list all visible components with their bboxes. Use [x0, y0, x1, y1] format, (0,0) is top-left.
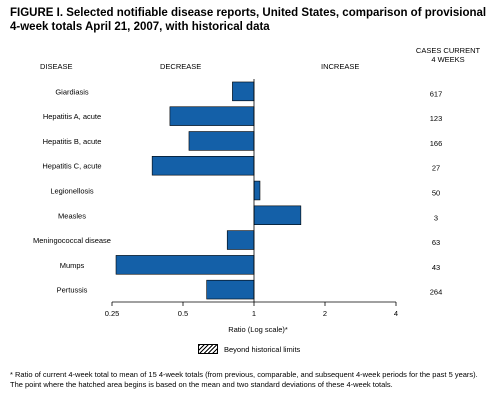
figure-title: FIGURE I. Selected notifiable disease re… — [10, 7, 487, 33]
cases-count: 617 — [430, 89, 443, 98]
cases-count: 27 — [432, 164, 440, 173]
x-tick-label: 4 — [394, 309, 398, 318]
cases-count: 43 — [432, 263, 440, 272]
category-label: Pertussis — [57, 286, 88, 295]
x-axis-label: Ratio (Log scale)* — [228, 325, 288, 334]
category-label: Measles — [58, 211, 86, 220]
data-bar — [188, 131, 255, 151]
ratio-bar-chart: 0.25 0.5 1 2 4 Ratio (Log scale)* Giardiasis 61… — [33, 79, 443, 334]
data-bar — [206, 279, 255, 300]
category-label: Hepatitis C, acute — [42, 162, 101, 171]
cases-count: 123 — [430, 114, 443, 123]
cases-column-header: CASES CURRENT 4 WEEKS — [408, 46, 488, 64]
legend-label: Beyond historical limits — [224, 344, 301, 354]
x-tick-label: 0.5 — [178, 309, 188, 318]
category-label: Meningococcal disease — [33, 236, 111, 245]
x-tick-label: 1 — [252, 309, 256, 318]
data-bar — [151, 156, 255, 176]
data-bar — [253, 205, 302, 225]
disease-column-header: DISEASE — [40, 62, 73, 71]
legend: Beyond historical limits — [198, 343, 300, 355]
cases-count: 63 — [432, 238, 440, 247]
cases-header-line2: 4 WEEKS — [431, 55, 465, 64]
data-bar — [115, 255, 255, 275]
x-tick-label: 0.25 — [105, 309, 120, 318]
category-label: Hepatitis B, acute — [43, 137, 102, 146]
data-bar — [253, 180, 261, 201]
cases-count: 166 — [430, 139, 443, 148]
category-label: Legionellosis — [50, 187, 94, 196]
cases-header-line1: CASES CURRENT — [415, 46, 481, 55]
cases-count: 264 — [430, 288, 443, 297]
data-bar — [226, 230, 255, 250]
data-bar — [169, 106, 255, 126]
decrease-header: DECREASE — [160, 62, 202, 71]
cases-count: 50 — [432, 189, 440, 198]
hatched-swatch-icon — [198, 344, 218, 354]
cases-count: 3 — [434, 213, 438, 222]
footnote: * Ratio of current 4-week total to mean … — [10, 370, 478, 389]
category-label: Mumps — [60, 261, 85, 270]
increase-header: INCREASE — [321, 62, 360, 71]
x-tick-label: 2 — [323, 309, 327, 318]
category-label: Hepatitis A, acute — [43, 112, 101, 121]
data-bar — [232, 81, 255, 102]
category-label: Giardiasis — [55, 87, 89, 96]
